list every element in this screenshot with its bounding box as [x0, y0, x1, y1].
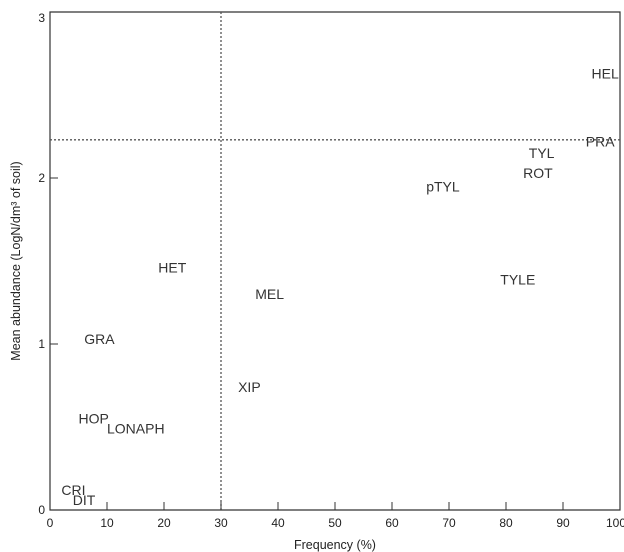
- x-tick-label: 70: [442, 516, 456, 530]
- x-axis-label: Frequency (%): [294, 538, 376, 552]
- x-tick-label: 50: [328, 516, 342, 530]
- data-point-label: pTYL: [426, 178, 460, 194]
- data-point-label: XIP: [238, 379, 261, 395]
- plot-area: 0 10 20 30 40 50 60 70 80 90 100 0 1 2 3 HEL PRA TYL ROT…: [38, 11, 624, 530]
- data-point-label: MEL: [255, 286, 284, 302]
- x-tick-label: 20: [157, 516, 171, 530]
- x-tick-label: 40: [271, 516, 285, 530]
- y-axis-ticks: 0 1 2 3: [38, 11, 58, 517]
- x-tick-label: 90: [556, 516, 570, 530]
- data-point-label: TYL: [529, 145, 555, 161]
- data-point-label: GRA: [84, 331, 115, 347]
- data-point-label: HET: [158, 260, 186, 276]
- data-point-label: HEL: [592, 65, 619, 81]
- data-point-label: ROT: [523, 165, 553, 181]
- x-tick-label: 100: [606, 516, 624, 530]
- data-point-label: TYLE: [500, 271, 535, 287]
- point-labels: HEL PRA TYL ROT pTYL TYLE HET MEL GRA XIP HOPLONAP…: [61, 65, 619, 508]
- y-axis-label: Mean abundance (LogN/dm³ of soil): [9, 161, 23, 360]
- x-tick-label: 10: [100, 516, 114, 530]
- y-tick-label: 3: [38, 11, 45, 25]
- x-axis-ticks: 0 10 20 30 40 50 60 70 80 90 100: [47, 502, 624, 530]
- data-point-label: DIT: [73, 492, 96, 508]
- data-point-label: PRA: [586, 133, 615, 149]
- x-tick-label: 0: [47, 516, 54, 530]
- y-tick-label: 1: [38, 337, 45, 351]
- x-tick-label: 60: [385, 516, 399, 530]
- x-tick-label: 80: [499, 516, 513, 530]
- data-point-label: HOP: [79, 411, 109, 427]
- data-point-label: LONAPH: [107, 421, 165, 437]
- y-tick-label: 2: [38, 171, 45, 185]
- data-point-label: CRI: [61, 482, 85, 498]
- y-tick-label: 0: [38, 503, 45, 517]
- x-tick-label: 30: [214, 516, 228, 530]
